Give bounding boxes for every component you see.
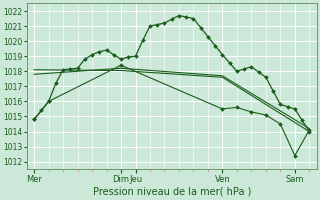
X-axis label: Pression niveau de la mer( hPa ): Pression niveau de la mer( hPa ) [92,187,251,197]
